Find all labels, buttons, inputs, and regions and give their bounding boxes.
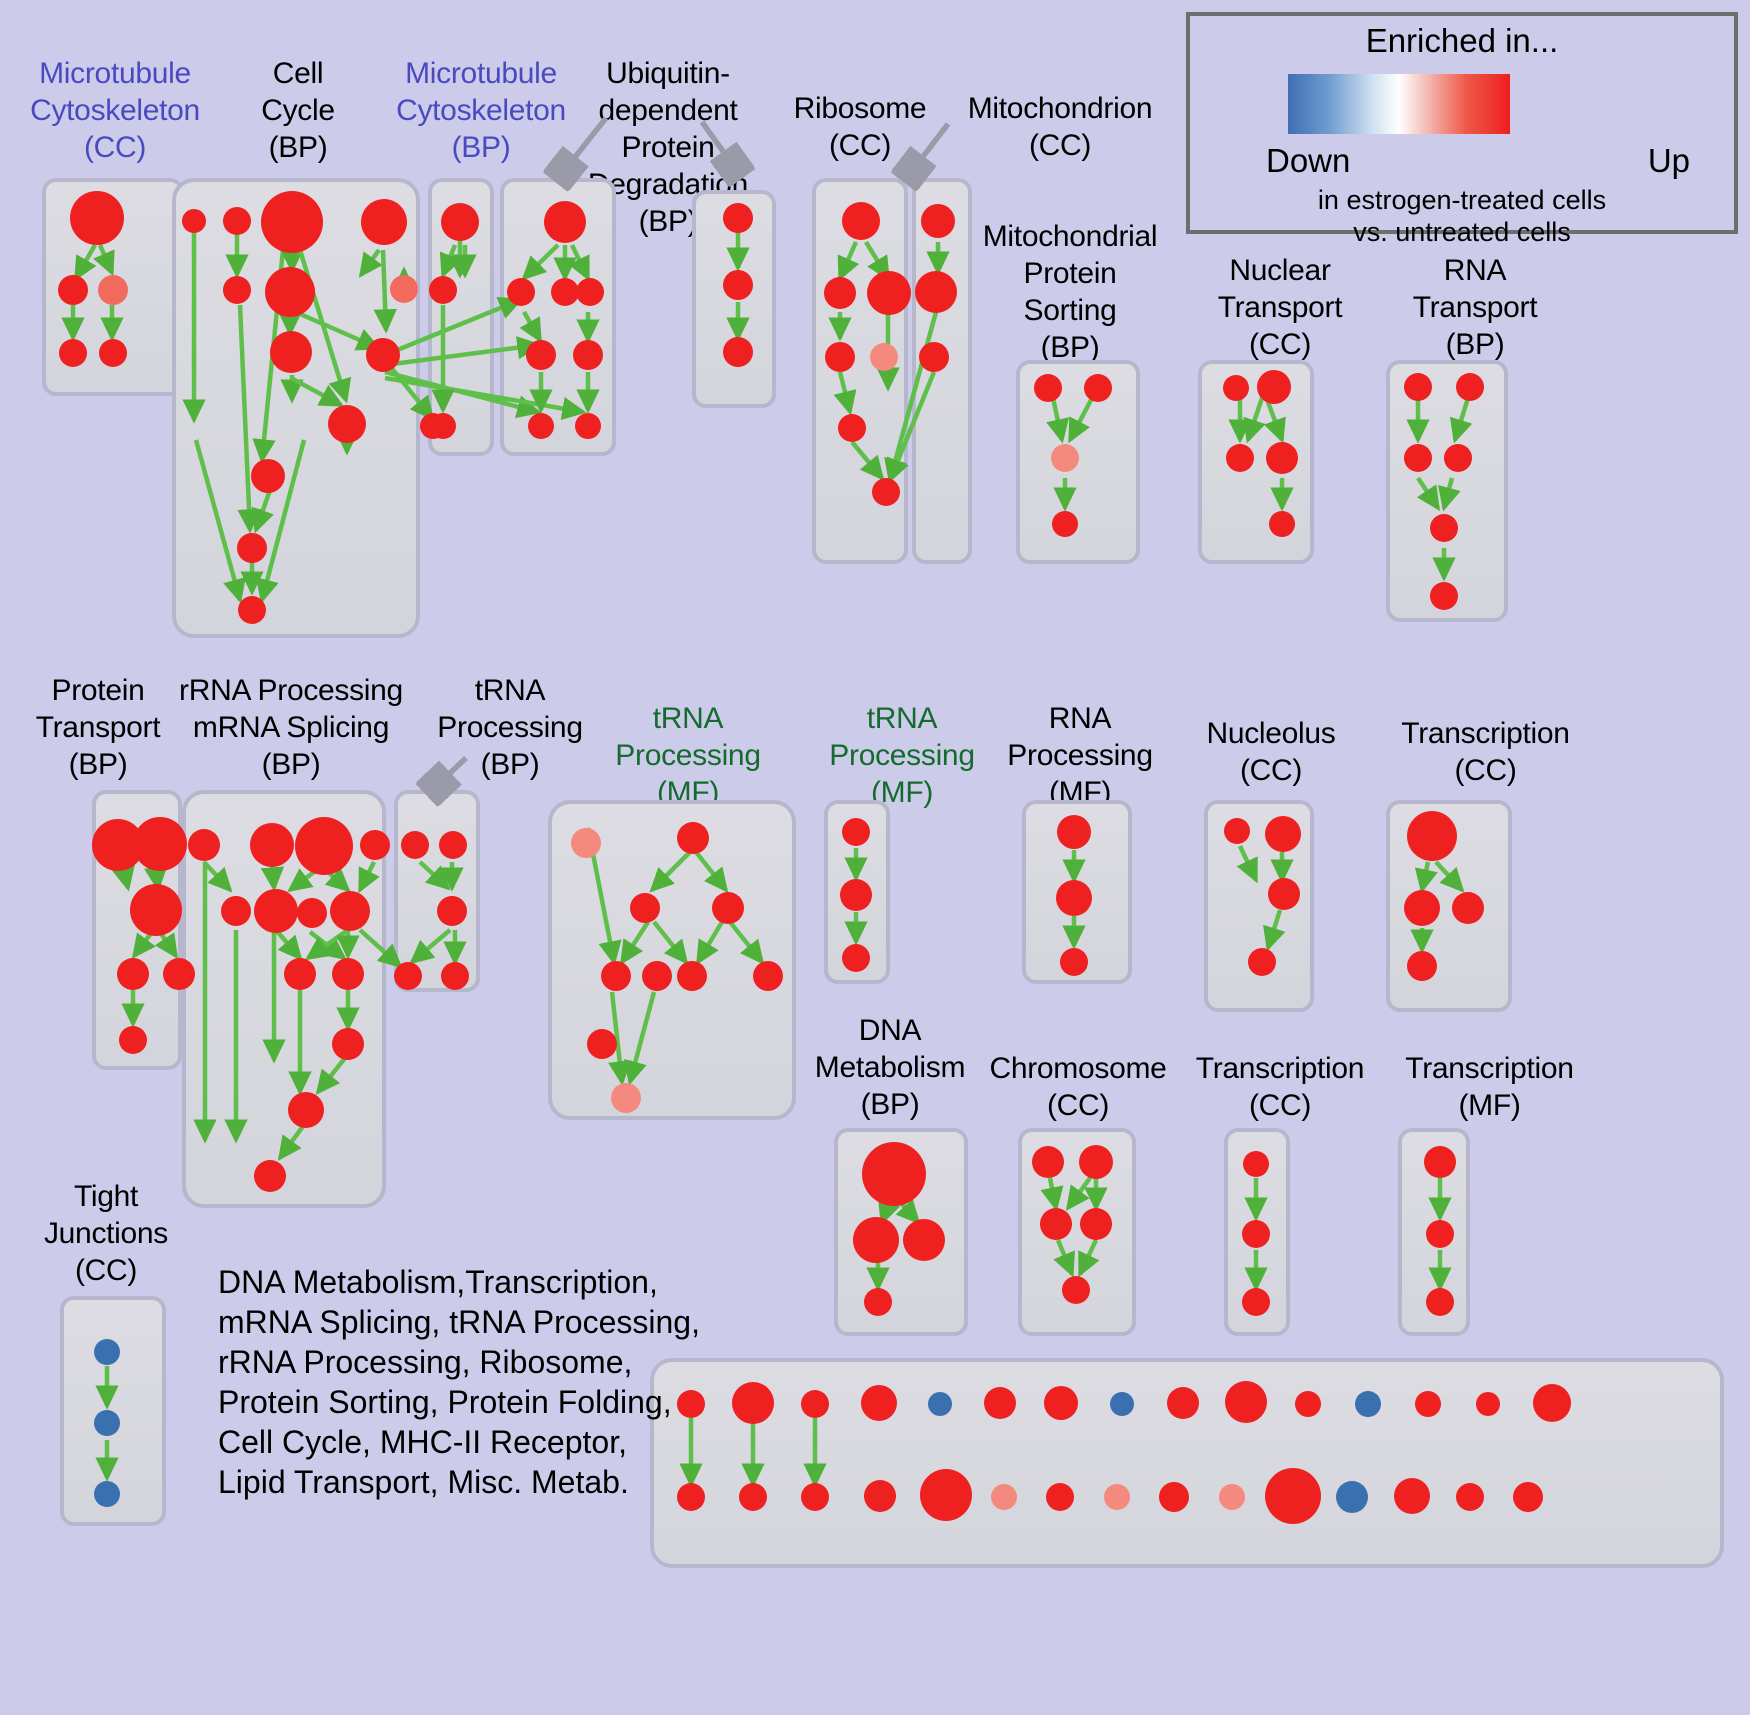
cluster-label-protein-transport-bp: Protein Transport (BP) — [35, 674, 161, 781]
cluster-box-tight-junctions-cc[interactable] — [60, 1296, 166, 1526]
cluster-label-dna-metabolism-bp: DNA Metabolism (BP) — [814, 1014, 966, 1121]
cluster-box-ribosome-cc[interactable] — [812, 178, 908, 564]
cluster-label-nuclear-transport-cc: Nuclear Transport (CC) — [1217, 254, 1343, 361]
cluster-label-transcription-mf: Transcription (MF) — [1405, 1052, 1574, 1122]
cluster-box-trna-processing-bp[interactable] — [394, 790, 480, 992]
cluster-box-dna-metabolism-bp[interactable] — [834, 1128, 968, 1336]
cluster-label-transcription-cc-2: Transcription (CC) — [1195, 1052, 1365, 1122]
cluster-box-chromosome-cc[interactable] — [1018, 1128, 1136, 1336]
cluster-box-cell-cycle-bp[interactable] — [172, 178, 420, 638]
cluster-label-trna-processing-mf-2: tRNA Processing (MF) — [829, 702, 975, 809]
cluster-box-transcription-cc-2[interactable] — [1224, 1128, 1290, 1336]
cluster-box-mitochondrion-cc[interactable] — [912, 178, 972, 564]
cluster-box-rna-processing-mf[interactable] — [1022, 800, 1132, 984]
cluster-label-ribosome-cc: Ribosome (CC) — [793, 92, 927, 162]
cluster-box-microtubule-cytoskeleton-cc[interactable] — [42, 178, 184, 396]
cluster-label-trna-processing-bp: tRNA Processing (BP) — [437, 674, 583, 781]
legend-subtitle: in estrogen-treated cells vs. untreated … — [1317, 185, 1607, 247]
cluster-box-transcription-cc-1[interactable] — [1386, 800, 1512, 1012]
cluster-label-rrna-mrna-bp: rRNA Processing mRNA Splicing (BP) — [179, 674, 403, 781]
cluster-box-trna-processing-mf-2[interactable] — [824, 800, 890, 984]
cluster-label-microtubule-cytoskeleton-cc: Microtubule Cytoskeleton (CC) — [30, 57, 200, 164]
legend-gradient-bar — [1288, 74, 1510, 134]
cluster-label-transcription-cc-1: Transcription (CC) — [1401, 717, 1570, 787]
cluster-box-nuclear-transport-cc[interactable] — [1198, 360, 1314, 564]
cluster-label-rna-transport-bp: RNA Transport (BP) — [1412, 254, 1538, 361]
cluster-label-trna-processing-mf-1: tRNA Processing (MF) — [615, 702, 761, 809]
cluster-label-mitochondrion-cc: Mitochondrion (CC) — [967, 92, 1153, 162]
cluster-box-trna-processing-mf-1[interactable] — [548, 800, 796, 1120]
legend-up-label: Up — [1647, 142, 1690, 179]
cluster-box-ubiquitin-sub[interactable] — [692, 190, 776, 408]
cluster-label-nucleolus-cc: Nucleolus (CC) — [1206, 717, 1336, 787]
mixed-categories-annotation: DNA Metabolism,Transcription, mRNA Splic… — [218, 1264, 700, 1500]
cluster-box-nucleolus-cc[interactable] — [1204, 800, 1314, 1012]
cluster-label-rna-processing-mf: RNA Processing (MF) — [1007, 702, 1153, 809]
cluster-box-microtubule-cytoskeleton-bp[interactable] — [428, 178, 494, 456]
cluster-label-mitochondrial-protein-sorting-bp: Mitochondrial Protein Sorting (BP) — [982, 220, 1158, 364]
cluster-box-ubiquitin-protein-degradation-bp[interactable] — [500, 178, 616, 456]
legend-down-label: Down — [1266, 142, 1351, 179]
cluster-box-transcription-mf[interactable] — [1398, 1128, 1470, 1336]
legend-box: Enriched in... Down Up in estrogen-treat… — [1186, 12, 1738, 247]
cluster-box-rna-transport-bp[interactable] — [1386, 360, 1508, 622]
cluster-box-rrna-mrna-bp[interactable] — [182, 790, 386, 1208]
cluster-label-chromosome-cc: Chromosome (CC) — [989, 1052, 1167, 1122]
cluster-label-microtubule-cytoskeleton-bp: Microtubule Cytoskeleton (BP) — [396, 57, 566, 164]
legend-title: Enriched in... — [1365, 22, 1559, 59]
cluster-box-mitochondrial-protein-sorting-bp[interactable] — [1016, 360, 1140, 564]
cluster-box-protein-transport-bp[interactable] — [92, 790, 182, 1070]
cluster-label-tight-junctions-cc: Tight Junctions (CC) — [43, 1180, 169, 1287]
cluster-box-mixed-categories-strip[interactable] — [650, 1358, 1724, 1568]
cluster-label-cell-cycle-bp: Cell Cycle (BP) — [261, 57, 335, 164]
